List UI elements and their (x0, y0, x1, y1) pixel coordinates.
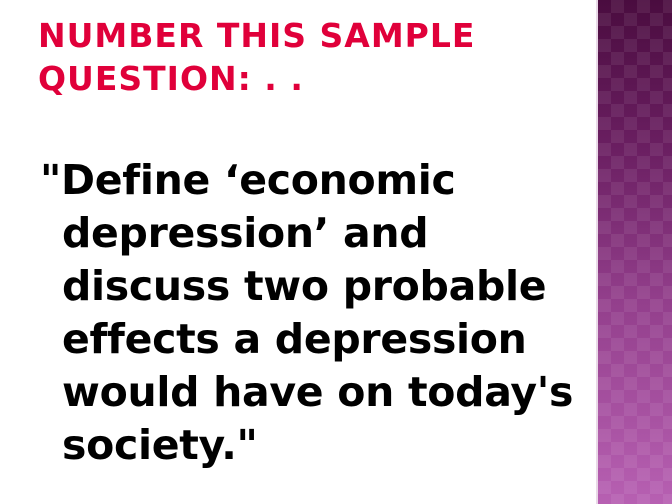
decorative-side-band (598, 0, 672, 504)
slide-title: Number this sample question: . . (38, 16, 476, 98)
question-text: "Define ‘economic depression’ and discus… (40, 156, 574, 469)
side-band-edge (596, 0, 598, 504)
